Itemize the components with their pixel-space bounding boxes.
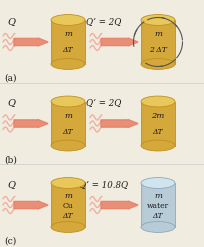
Text: m: m xyxy=(64,111,72,120)
Text: Q’ = 10.8Q: Q’ = 10.8Q xyxy=(79,180,129,189)
Text: 2 ΔT: 2 ΔT xyxy=(149,46,167,54)
Ellipse shape xyxy=(51,96,85,107)
Ellipse shape xyxy=(141,59,175,69)
Text: Q: Q xyxy=(7,180,15,189)
Text: m: m xyxy=(154,30,162,38)
Text: Q: Q xyxy=(7,99,15,107)
Polygon shape xyxy=(101,120,138,127)
Bar xyxy=(141,183,175,227)
Bar xyxy=(51,102,85,145)
Ellipse shape xyxy=(51,140,85,151)
Text: Cu: Cu xyxy=(63,202,73,210)
Ellipse shape xyxy=(51,59,85,69)
Ellipse shape xyxy=(141,15,175,25)
Ellipse shape xyxy=(141,140,175,151)
Text: (c): (c) xyxy=(4,237,16,246)
Polygon shape xyxy=(101,201,138,209)
Text: water: water xyxy=(147,202,169,210)
Polygon shape xyxy=(14,120,48,127)
Ellipse shape xyxy=(141,96,175,107)
Ellipse shape xyxy=(51,222,85,232)
Polygon shape xyxy=(101,38,138,46)
Text: 2m: 2m xyxy=(151,111,165,120)
Bar xyxy=(51,183,85,227)
Polygon shape xyxy=(14,38,48,46)
Text: m: m xyxy=(64,30,72,38)
Ellipse shape xyxy=(51,15,85,25)
Polygon shape xyxy=(14,201,48,209)
Text: (a): (a) xyxy=(4,74,17,83)
Text: ΔT: ΔT xyxy=(63,46,73,54)
Text: Q: Q xyxy=(7,17,15,26)
Bar xyxy=(141,102,175,145)
Ellipse shape xyxy=(141,222,175,232)
Text: m: m xyxy=(64,192,72,200)
Text: ΔT: ΔT xyxy=(63,212,73,220)
Text: Q’ = 2Q: Q’ = 2Q xyxy=(86,17,122,26)
Text: ΔT: ΔT xyxy=(63,127,73,136)
Bar xyxy=(141,20,175,64)
Text: ΔT: ΔT xyxy=(153,127,163,136)
Text: (b): (b) xyxy=(4,156,17,165)
Text: Q’ = 2Q: Q’ = 2Q xyxy=(86,99,122,107)
Bar xyxy=(51,20,85,64)
Ellipse shape xyxy=(51,178,85,188)
Text: ΔT: ΔT xyxy=(153,212,163,220)
Ellipse shape xyxy=(141,178,175,188)
Text: m: m xyxy=(154,192,162,200)
